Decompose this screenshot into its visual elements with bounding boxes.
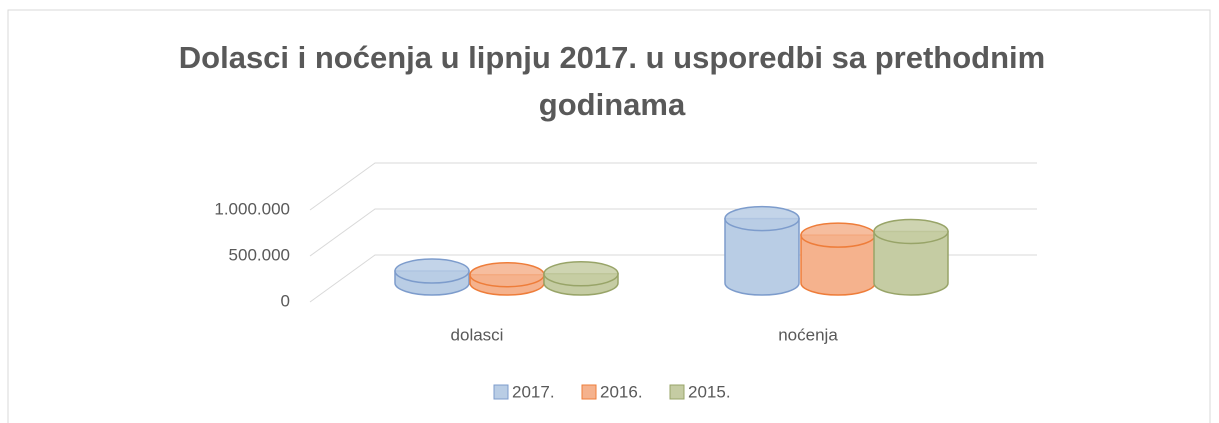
x-tick-label: noćenja (778, 325, 838, 344)
legend-swatch (669, 384, 685, 400)
legend-label: 2015. (688, 382, 731, 401)
bar-body (800, 234, 876, 296)
legend-label: 2017. (512, 382, 555, 401)
chart-title: Dolasci i noćenja u lipnju 2017. u uspor… (179, 40, 1045, 75)
bar-top (724, 205, 800, 232)
bar-body (724, 217, 800, 296)
bar-top (469, 261, 545, 288)
legend-label: 2016. (600, 382, 643, 401)
legend-swatch (581, 384, 597, 400)
x-tick-label: dolasci (451, 325, 504, 344)
grid-line (309, 208, 1037, 257)
bar-top (873, 218, 949, 245)
bar-top (543, 261, 619, 287)
legend-swatch (493, 384, 509, 400)
y-tick-label: 0 (281, 291, 290, 310)
bar-top (800, 222, 876, 248)
bar-top (394, 258, 470, 284)
y-tick-label: 500.000 (229, 245, 290, 264)
grid-line (309, 162, 1037, 211)
chart-frame (7, 9, 1211, 423)
bar-body (873, 230, 949, 296)
chart-title: godinama (539, 87, 686, 122)
y-tick-label: 1.000.000 (214, 199, 290, 218)
